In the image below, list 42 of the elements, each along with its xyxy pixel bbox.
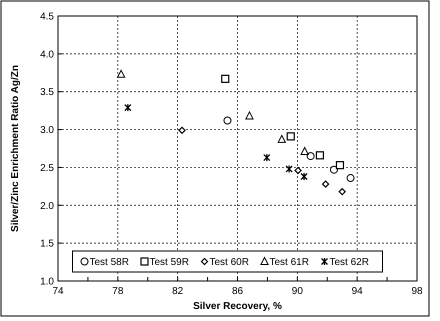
x-tick-label: 82: [172, 286, 184, 297]
x-axis-title: Silver Recovery, %: [193, 301, 282, 312]
point: [336, 161, 344, 170]
point: [322, 180, 330, 188]
point: [294, 166, 302, 174]
y-tick-label: 3.5: [40, 87, 54, 98]
point: [263, 153, 270, 162]
x-tick-label: 94: [352, 286, 364, 297]
y-tick-label: 4.0: [40, 49, 54, 60]
legend-label: Test 61R: [270, 257, 309, 268]
y-tick-label: 2.0: [40, 200, 54, 212]
y-tick-label: 4.5: [40, 12, 54, 22]
point: [117, 70, 126, 78]
point: [316, 151, 324, 160]
x-tick-label: 98: [411, 286, 423, 297]
point: [300, 147, 309, 156]
point: [346, 174, 355, 182]
x-tick-label: 86: [232, 286, 244, 297]
legend-label: Test 60R: [210, 257, 249, 268]
x-tick-label: 78: [112, 286, 124, 297]
y-tick-label: 3.0: [40, 125, 54, 136]
x-tick-label: 90: [292, 286, 304, 297]
point: [300, 172, 308, 181]
point: [245, 111, 254, 120]
point: [221, 74, 230, 83]
point: [286, 132, 295, 140]
legend-label: Test 59R: [150, 257, 189, 268]
point: [338, 188, 346, 196]
y-axis-title: Silver/Zinc Enrichment Ratio Ag/Zn: [10, 65, 21, 232]
point: [285, 164, 293, 174]
legend-label: Test 62R: [330, 257, 369, 268]
y-tick-label: 1.0: [40, 276, 54, 288]
legend-label: Test 58R: [90, 257, 129, 268]
point: [330, 166, 338, 174]
point: [306, 152, 315, 160]
point: [223, 116, 232, 124]
y-tick-label: 1.5: [40, 238, 54, 250]
point: [124, 103, 132, 112]
point: [178, 126, 186, 134]
point: [278, 134, 286, 143]
x-tick-label: 74: [52, 286, 64, 297]
y-tick-label: 2.5: [40, 162, 54, 174]
